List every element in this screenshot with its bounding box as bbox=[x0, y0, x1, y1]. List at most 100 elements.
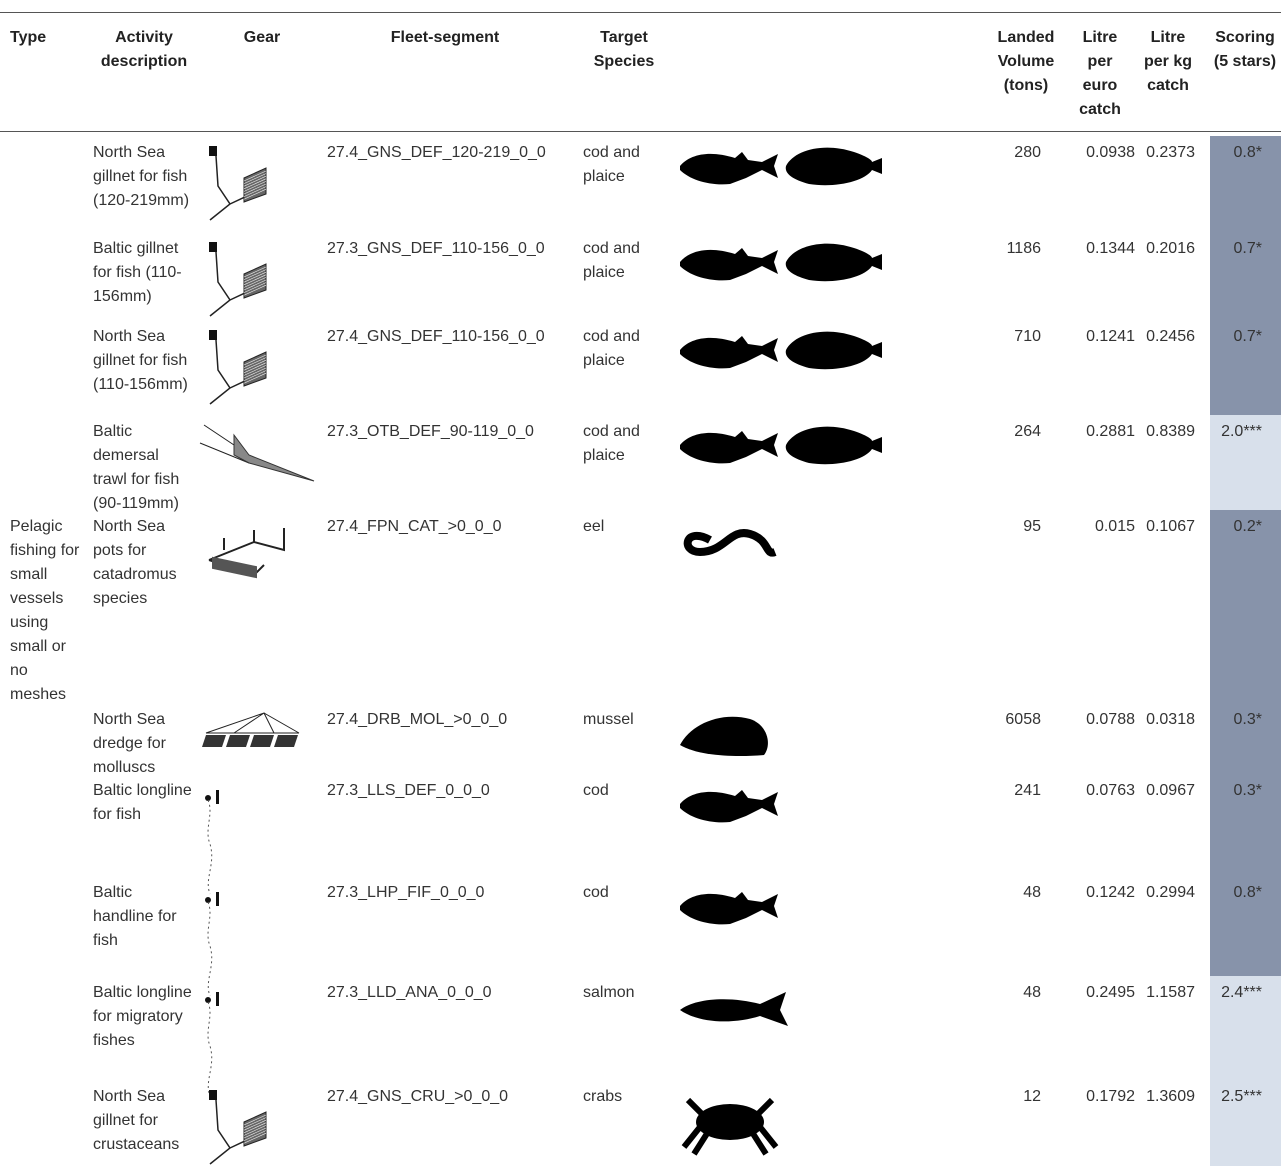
fleet-segment: 27.3_LLD_ANA_0_0_0 bbox=[327, 984, 492, 1001]
net-mesh bbox=[243, 175, 267, 187]
litre-per-euro: 0.1344 bbox=[1086, 240, 1135, 257]
score-shade bbox=[1210, 976, 1281, 1080]
net-mesh bbox=[243, 1130, 267, 1141]
float bbox=[209, 330, 217, 340]
target-species: mussel bbox=[583, 711, 634, 728]
score: 2.4*** bbox=[1221, 984, 1262, 1001]
crab-legs bbox=[681, 1097, 779, 1156]
fleet-segment: 27.3_LHP_FIF_0_0_0 bbox=[327, 884, 485, 901]
dredge bbox=[202, 735, 226, 747]
fleet-segment: 27.4_GNS_DEF_110-156_0_0 bbox=[327, 328, 545, 345]
score: 0.7* bbox=[1233, 328, 1262, 345]
cod bbox=[680, 892, 778, 925]
fleet-segment: 27.4_FPN_CAT_>0_0_0 bbox=[327, 518, 502, 535]
litre-per-kg: 0.2373 bbox=[1146, 144, 1195, 161]
litre-per-euro: 0.2881 bbox=[1086, 423, 1135, 440]
litre-per-kg: 0.0967 bbox=[1146, 782, 1195, 799]
landed-volume: 6058 bbox=[1005, 711, 1041, 728]
crab-body bbox=[696, 1104, 764, 1140]
litre-per-kg: 0.0318 bbox=[1146, 711, 1195, 728]
net-mesh bbox=[243, 1125, 267, 1136]
buoy bbox=[205, 897, 211, 903]
net-mesh bbox=[243, 362, 267, 374]
net-mesh bbox=[243, 277, 267, 288]
float bbox=[209, 1090, 217, 1100]
column-header: Scoring (5 stars) bbox=[1213, 29, 1277, 70]
activity: North Sea dredge for molluscs bbox=[93, 711, 166, 776]
net-mesh bbox=[243, 365, 267, 376]
landed-volume: 48 bbox=[1023, 984, 1041, 1001]
fleet-segment: 27.4_GNS_DEF_120-219_0_0 bbox=[327, 144, 546, 161]
landed-volume: 48 bbox=[1023, 884, 1041, 901]
litre-per-euro: 0.1242 bbox=[1086, 884, 1135, 901]
net-mesh bbox=[243, 1127, 267, 1139]
header-rule bbox=[0, 131, 1281, 132]
target-species: salmon bbox=[583, 984, 635, 1001]
target-species: eel bbox=[583, 518, 605, 535]
cod bbox=[680, 248, 778, 281]
plaice bbox=[785, 426, 882, 465]
species-cod bbox=[680, 790, 778, 823]
species-plaice bbox=[785, 243, 882, 282]
litre-per-kg: 1.3609 bbox=[1146, 1088, 1195, 1105]
plaice bbox=[785, 243, 882, 282]
litre-per-euro: 0.2495 bbox=[1086, 984, 1135, 1001]
species-cod bbox=[680, 152, 778, 185]
net-mesh bbox=[243, 183, 267, 195]
net-mesh bbox=[243, 282, 267, 293]
litre-per-kg: 0.1067 bbox=[1146, 518, 1195, 535]
species-cod bbox=[680, 248, 778, 281]
litre-per-kg: 0.2994 bbox=[1146, 884, 1195, 901]
dredge bbox=[274, 735, 298, 747]
eel bbox=[683, 529, 777, 557]
plaice bbox=[785, 147, 882, 186]
target-species: crabs bbox=[583, 1088, 623, 1105]
landed-volume: 710 bbox=[1014, 328, 1041, 345]
litre-per-euro: 0.0788 bbox=[1086, 711, 1135, 728]
activity: Baltic handline for fish bbox=[93, 884, 177, 949]
float bbox=[209, 242, 217, 252]
score-shade bbox=[1210, 136, 1281, 232]
flag bbox=[216, 992, 219, 1006]
species-cod bbox=[680, 336, 778, 369]
type: Pelagic fishing for small vessels using … bbox=[10, 518, 80, 703]
litre-per-euro: 0.0763 bbox=[1086, 782, 1135, 799]
salmon bbox=[680, 992, 788, 1026]
net-mesh bbox=[243, 170, 267, 182]
flag bbox=[216, 790, 219, 804]
score: 0.8* bbox=[1233, 884, 1262, 901]
score: 0.2* bbox=[1233, 518, 1262, 535]
score-shade bbox=[1210, 415, 1281, 510]
net-mesh bbox=[243, 1117, 267, 1128]
top-rule bbox=[0, 12, 1281, 13]
dredge-rig bbox=[205, 712, 300, 734]
target-species: cod and plaice bbox=[583, 328, 640, 369]
litre-per-euro: 0.1792 bbox=[1086, 1088, 1135, 1105]
cod bbox=[680, 336, 778, 369]
gear-longline bbox=[205, 790, 219, 895]
net-mesh bbox=[243, 284, 267, 296]
activity: North Sea gillnet for fish (110-156mm) bbox=[93, 328, 188, 393]
species-eel bbox=[683, 529, 777, 557]
score-shade bbox=[1210, 774, 1281, 876]
fleet-segment: 27.3_OTB_DEF_90-119_0_0 bbox=[327, 423, 534, 440]
activity: Baltic demersal trawl for fish (90-119mm… bbox=[93, 423, 180, 512]
net-mesh bbox=[243, 1132, 267, 1144]
net-mesh bbox=[243, 359, 267, 371]
cod bbox=[680, 431, 778, 464]
net-mesh bbox=[243, 372, 267, 384]
gear-trawl bbox=[199, 424, 315, 482]
score-shade bbox=[1210, 232, 1281, 320]
litre-per-kg: 1.1587 bbox=[1146, 984, 1195, 1001]
activity: Baltic gillnet for fish (110-156mm) bbox=[93, 240, 182, 305]
score: 0.3* bbox=[1233, 782, 1262, 799]
fleet-segment: 27.3_LLS_DEF_0_0_0 bbox=[327, 782, 490, 799]
landed-volume: 280 bbox=[1014, 144, 1041, 161]
buoy bbox=[205, 795, 211, 801]
column-header: Activity description bbox=[100, 29, 188, 70]
score-shade bbox=[1210, 703, 1281, 774]
trawl-net bbox=[233, 433, 315, 482]
species-plaice bbox=[785, 331, 882, 370]
score-shade bbox=[1210, 1080, 1281, 1166]
